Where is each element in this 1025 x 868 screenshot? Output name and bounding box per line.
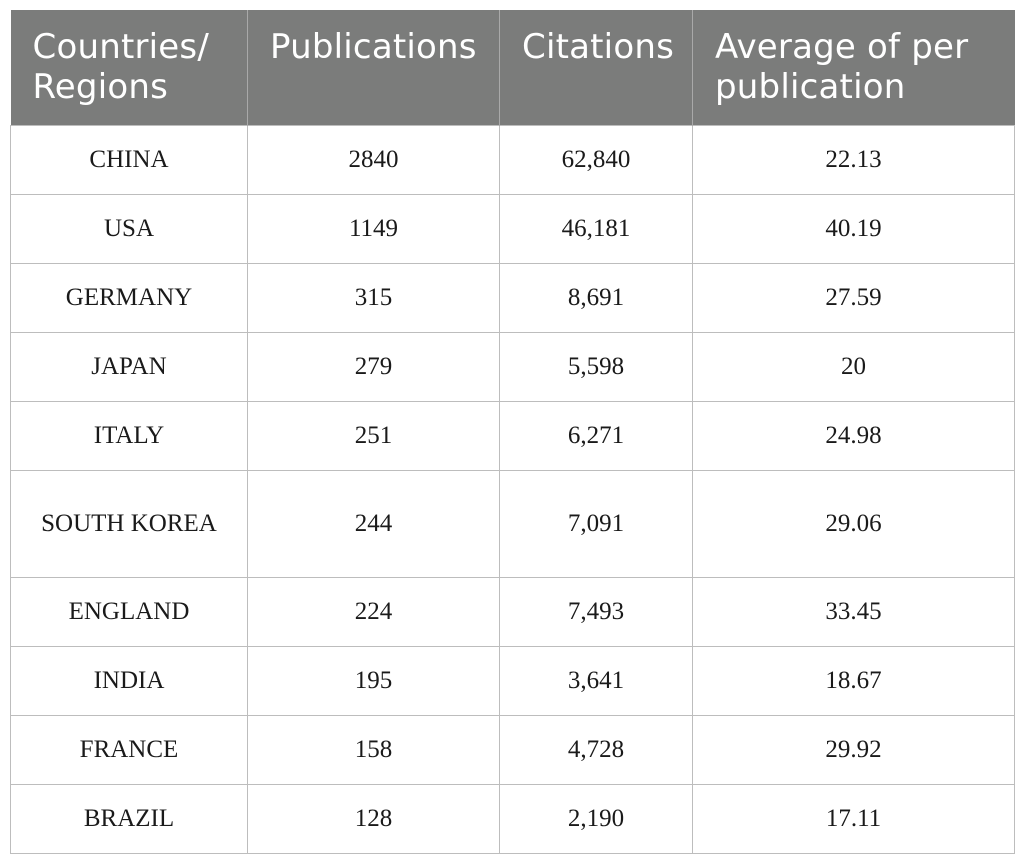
header-citations: Citations <box>499 10 693 125</box>
publications-cell: 315 <box>247 262 500 333</box>
average-cell: 27.59 <box>692 262 1015 333</box>
country-cell: ITALY <box>10 400 248 471</box>
citations-cell: 3,641 <box>499 645 693 716</box>
average-cell: 29.92 <box>692 714 1015 785</box>
country-cell: ENGLAND <box>10 576 248 647</box>
data-table-container: Countries/ Regions Publications Citation… <box>10 10 1015 854</box>
citations-cell: 4,728 <box>499 714 693 785</box>
country-cell: BRAZIL <box>10 783 248 854</box>
average-cell: 17.11 <box>692 783 1015 854</box>
table-row: JAPAN 279 5,598 20 <box>10 331 1015 402</box>
table-row: CHINA 2840 62,840 22.13 <box>10 124 1015 195</box>
country-cell: FRANCE <box>10 714 248 785</box>
citations-cell: 46,181 <box>499 193 693 264</box>
country-cell: CHINA <box>10 124 248 195</box>
citations-cell: 2,190 <box>499 783 693 854</box>
citations-cell: 8,691 <box>499 262 693 333</box>
table-row: USA 1149 46,181 40.19 <box>10 193 1015 264</box>
country-cell: GERMANY <box>10 262 248 333</box>
country-cell: SOUTH KOREA <box>10 469 248 578</box>
publications-cell: 1149 <box>247 193 500 264</box>
citations-cell: 5,598 <box>499 331 693 402</box>
table-row: SOUTH KOREA 244 7,091 29.06 <box>10 469 1015 578</box>
average-cell: 40.19 <box>692 193 1015 264</box>
header-row: Countries/ Regions Publications Citation… <box>10 10 1015 125</box>
table-header: Countries/ Regions Publications Citation… <box>10 10 1015 125</box>
average-cell: 29.06 <box>692 469 1015 578</box>
publications-cell: 224 <box>247 576 500 647</box>
publications-cell: 2840 <box>247 124 500 195</box>
country-cell: JAPAN <box>10 331 248 402</box>
table-row: GERMANY 315 8,691 27.59 <box>10 262 1015 333</box>
table-row: ITALY 251 6,271 24.98 <box>10 400 1015 471</box>
average-cell: 20 <box>692 331 1015 402</box>
publications-cell: 128 <box>247 783 500 854</box>
publications-cell: 251 <box>247 400 500 471</box>
table-row: ENGLAND 224 7,493 33.45 <box>10 576 1015 647</box>
country-cell: USA <box>10 193 248 264</box>
publications-cell: 279 <box>247 331 500 402</box>
publications-cell: 195 <box>247 645 500 716</box>
citations-cell: 62,840 <box>499 124 693 195</box>
header-publications: Publications <box>247 10 500 125</box>
header-average-per-publication: Average of per publication <box>692 10 1015 125</box>
publications-cell: 158 <box>247 714 500 785</box>
header-countries-regions: Countries/ Regions <box>10 10 248 125</box>
average-cell: 33.45 <box>692 576 1015 647</box>
table-body: CHINA 2840 62,840 22.13 USA 1149 46,181 … <box>10 124 1015 854</box>
citations-cell: 7,091 <box>499 469 693 578</box>
table-row: INDIA 195 3,641 18.67 <box>10 645 1015 716</box>
average-cell: 22.13 <box>692 124 1015 195</box>
citations-cell: 6,271 <box>499 400 693 471</box>
average-cell: 24.98 <box>692 400 1015 471</box>
table-row: BRAZIL 128 2,190 17.11 <box>10 783 1015 854</box>
country-cell: INDIA <box>10 645 248 716</box>
countries-publications-table: Countries/ Regions Publications Citation… <box>10 10 1015 854</box>
table-row: FRANCE 158 4,728 29.92 <box>10 714 1015 785</box>
publications-cell: 244 <box>247 469 500 578</box>
average-cell: 18.67 <box>692 645 1015 716</box>
citations-cell: 7,493 <box>499 576 693 647</box>
